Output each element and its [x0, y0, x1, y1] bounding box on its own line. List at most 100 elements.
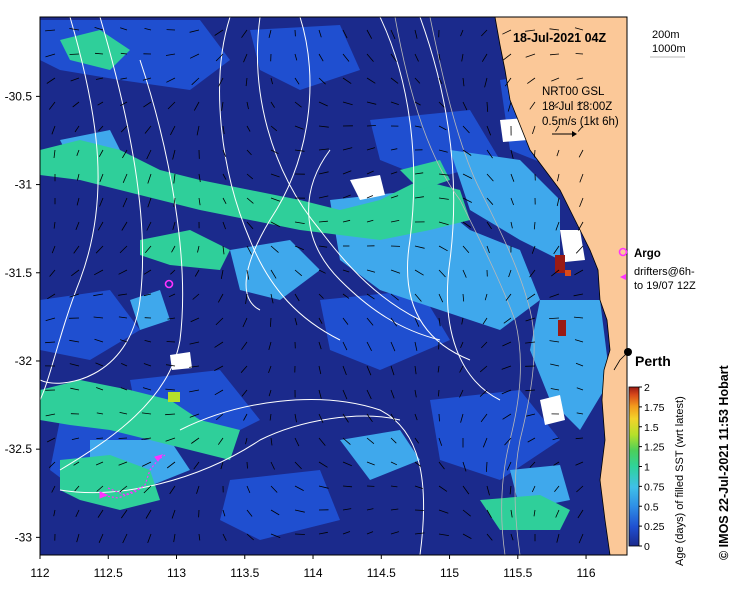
- y-tick-label: -31.5: [5, 266, 33, 280]
- current-vector: [221, 101, 224, 111]
- current-vector: [318, 531, 328, 535]
- current-vector: [366, 317, 374, 326]
- current-vector: [510, 533, 514, 541]
- current-vector: [555, 509, 560, 518]
- current-vector: [268, 29, 272, 38]
- current-vector: [318, 171, 329, 175]
- current-vector: [529, 461, 536, 468]
- current-vector: [240, 365, 248, 373]
- current-vector: [294, 245, 304, 251]
- credit-text: © IMOS 22-Jul-2021 11:53 Hobart: [717, 364, 731, 560]
- current-vector: [245, 437, 248, 445]
- current-vector: [191, 437, 200, 444]
- argo-legend-label: Argo: [634, 248, 661, 260]
- current-vector: [72, 101, 80, 108]
- current-vector: [97, 509, 104, 518]
- current-vector: [45, 53, 56, 58]
- current-vector: [120, 387, 128, 391]
- current-vector: [220, 269, 224, 279]
- current-vector: [460, 341, 464, 349]
- current-vectors: [44, 27, 584, 544]
- current-vector: [577, 125, 584, 132]
- current-vector: [575, 362, 584, 367]
- current-vector: [119, 485, 128, 493]
- current-vector: [241, 389, 248, 397]
- current-vector: [51, 485, 56, 493]
- current-vector: [118, 437, 128, 439]
- current-vector: [270, 485, 278, 493]
- current-vector: [366, 147, 376, 151]
- current-vector: [366, 531, 374, 535]
- current-vector: [438, 149, 448, 153]
- current-vector: [438, 509, 449, 514]
- current-vector: [165, 413, 176, 416]
- current-vector: [525, 317, 536, 322]
- coastline: [494, 17, 611, 555]
- current-vector: [510, 197, 514, 206]
- current-vector: [120, 52, 128, 55]
- current-vector: [390, 461, 398, 466]
- current-vector: [576, 77, 584, 80]
- current-vector: [462, 173, 473, 179]
- current-vector: [189, 341, 200, 345]
- current-vector: [94, 27, 104, 31]
- current-vector: [96, 485, 104, 492]
- x-tick-label: 114.5: [367, 566, 396, 580]
- current-vector: [169, 485, 176, 495]
- y-tick-label: -30.5: [5, 89, 33, 103]
- current-vector: [270, 77, 273, 85]
- current-vector: [197, 245, 200, 253]
- current-vector: [481, 341, 488, 349]
- current-vector: [294, 485, 304, 491]
- current-vector: [575, 461, 584, 466]
- current-vector: [294, 101, 302, 108]
- current-vector: [509, 485, 512, 495]
- current-vector: [294, 533, 305, 535]
- colorbar-tick-label: 0: [644, 541, 650, 553]
- current-vector: [217, 293, 224, 303]
- current-vector: [74, 125, 80, 133]
- current-vector: [167, 101, 176, 110]
- current-vector: [318, 29, 322, 38]
- current-vector: [531, 485, 536, 493]
- current-vector: [189, 389, 200, 393]
- current-vector: [318, 293, 324, 299]
- current-vector: [479, 365, 488, 373]
- current-vector: [462, 509, 471, 517]
- current-vector: [342, 101, 353, 106]
- current-vector: [577, 221, 584, 231]
- current-vector: [141, 437, 152, 440]
- current-vector: [270, 197, 281, 202]
- current-vector: [144, 340, 152, 343]
- current-vector: [77, 173, 80, 181]
- current-vector: [97, 221, 104, 231]
- current-vector: [438, 389, 440, 397]
- current-vector: [165, 388, 176, 391]
- current-vector: [486, 149, 493, 159]
- current-vector: [95, 461, 104, 466]
- current-vector: [342, 194, 351, 199]
- current-vector: [342, 317, 349, 325]
- current-vector: [438, 53, 441, 61]
- current-vector: [74, 485, 80, 492]
- current-vector: [294, 53, 298, 61]
- current-vector: [414, 53, 419, 62]
- current-vector: [245, 293, 248, 304]
- current-vector: [525, 341, 536, 344]
- current-vector: [218, 77, 224, 87]
- x-tick-label: 115.5: [503, 566, 532, 580]
- current-vector: [318, 125, 329, 128]
- plot-area: [40, 17, 627, 555]
- current-vector: [525, 53, 536, 58]
- x-tick-label: 113: [167, 566, 186, 580]
- current-vector: [270, 269, 277, 279]
- current-vector: [551, 77, 560, 82]
- current-vector: [294, 125, 304, 130]
- land-mass: [495, 17, 627, 555]
- current-vector: [170, 269, 176, 275]
- current-vector: [46, 437, 56, 443]
- current-vector: [122, 197, 128, 208]
- current-vector: [96, 387, 104, 391]
- current-vector: [118, 269, 128, 275]
- current-vector: [507, 101, 512, 112]
